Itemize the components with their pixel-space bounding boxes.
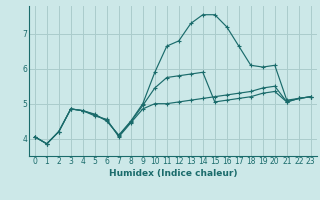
X-axis label: Humidex (Indice chaleur): Humidex (Indice chaleur): [108, 169, 237, 178]
